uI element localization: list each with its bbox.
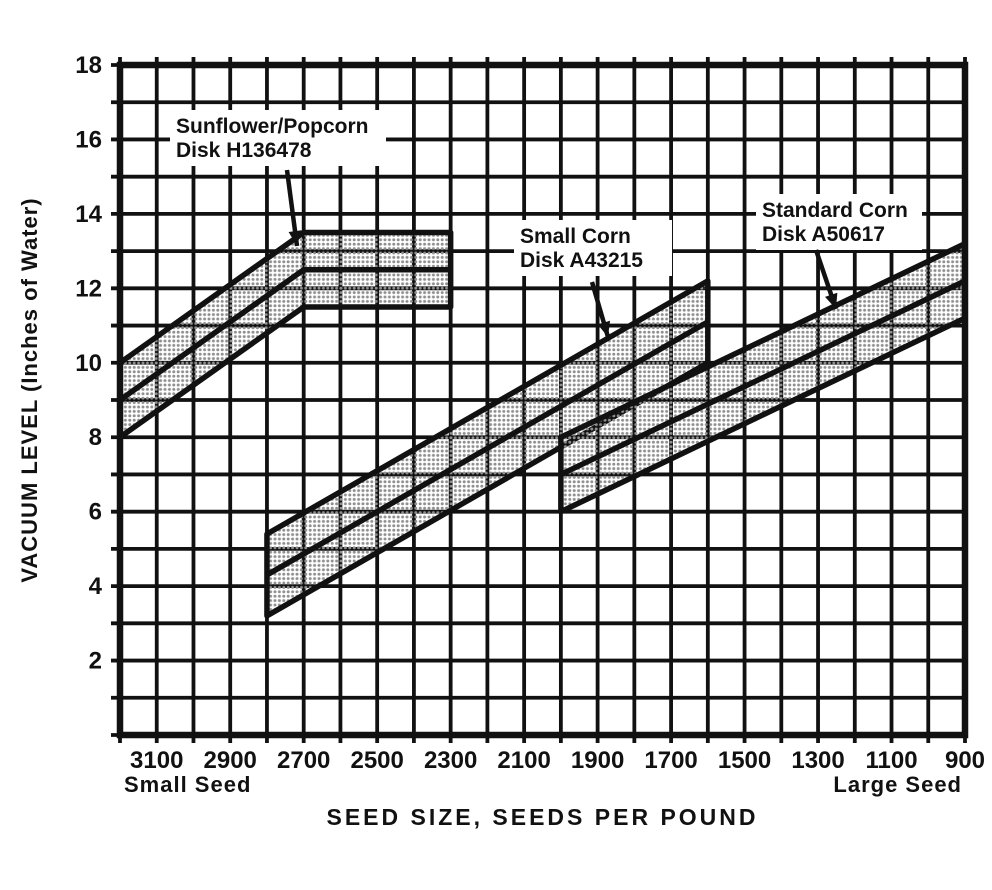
x-tick-label: 2900: [204, 747, 257, 774]
annotation-text: Sunflower/Popcorn: [176, 115, 369, 138]
y-tick-label: 14: [75, 201, 102, 228]
x-tick-label: 1700: [644, 747, 697, 774]
leader-arrowhead-icon: [825, 292, 838, 309]
x-axis-caption-large-seed: Large Seed: [833, 772, 962, 797]
y-tick-label: 12: [75, 275, 102, 302]
y-tick-label: 10: [75, 350, 102, 377]
band-sunflower-popcorn: [117, 229, 454, 440]
x-tick-label: 2300: [424, 747, 477, 774]
plot-border: [116, 61, 969, 739]
annotation-box: [170, 110, 386, 166]
x-tick-label: 1300: [791, 747, 844, 774]
band-midline-standard-corn: [559, 278, 967, 477]
y-axis-title: VACUUM LEVEL (Inches of Water): [17, 197, 42, 583]
x-axis-title: SEED SIZE, SEEDS PER POUND: [326, 804, 759, 830]
x-tick-label: 2700: [277, 747, 330, 774]
leader-arrowhead-icon: [597, 320, 611, 337]
band-midline-sunflower-popcorn: [118, 266, 451, 403]
band-area-sunflower-popcorn: [117, 229, 454, 440]
leader-arrowhead-icon: [288, 230, 302, 246]
x-tick-label: 1900: [571, 747, 624, 774]
x-tick-label: 1500: [718, 747, 771, 774]
annotation-box: [756, 194, 922, 250]
x-tick-label: 900: [945, 747, 985, 774]
annotation-text: Disk A43215: [520, 249, 643, 272]
tick-labels: 3100 2900 2700 2500 2300 2100 1900 1700 1500 1300…: [75, 52, 985, 774]
annotation-text: Standard Corn: [762, 199, 908, 222]
annotation-text: Disk H136478: [176, 139, 312, 162]
x-axis-caption-small-seed: Small Seed: [124, 772, 252, 797]
annotation-text: Small Corn: [520, 225, 631, 248]
band-midline-small-corn: [265, 319, 710, 578]
x-tick-label: 2100: [497, 747, 550, 774]
x-tick-label: 3100: [130, 747, 183, 774]
annotation-box: [514, 220, 672, 276]
x-tick-label: 2500: [350, 747, 403, 774]
y-tick-label: 8: [89, 424, 102, 451]
x-tick-label: 1100: [865, 747, 917, 774]
y-tick-label: 18: [75, 52, 102, 79]
y-tick-label: 4: [89, 573, 103, 600]
y-tick-label: 2: [89, 648, 102, 675]
y-tick-label: 16: [75, 126, 102, 153]
annotation-text: Disk A50617: [762, 223, 885, 246]
y-tick-label: 6: [89, 499, 102, 526]
